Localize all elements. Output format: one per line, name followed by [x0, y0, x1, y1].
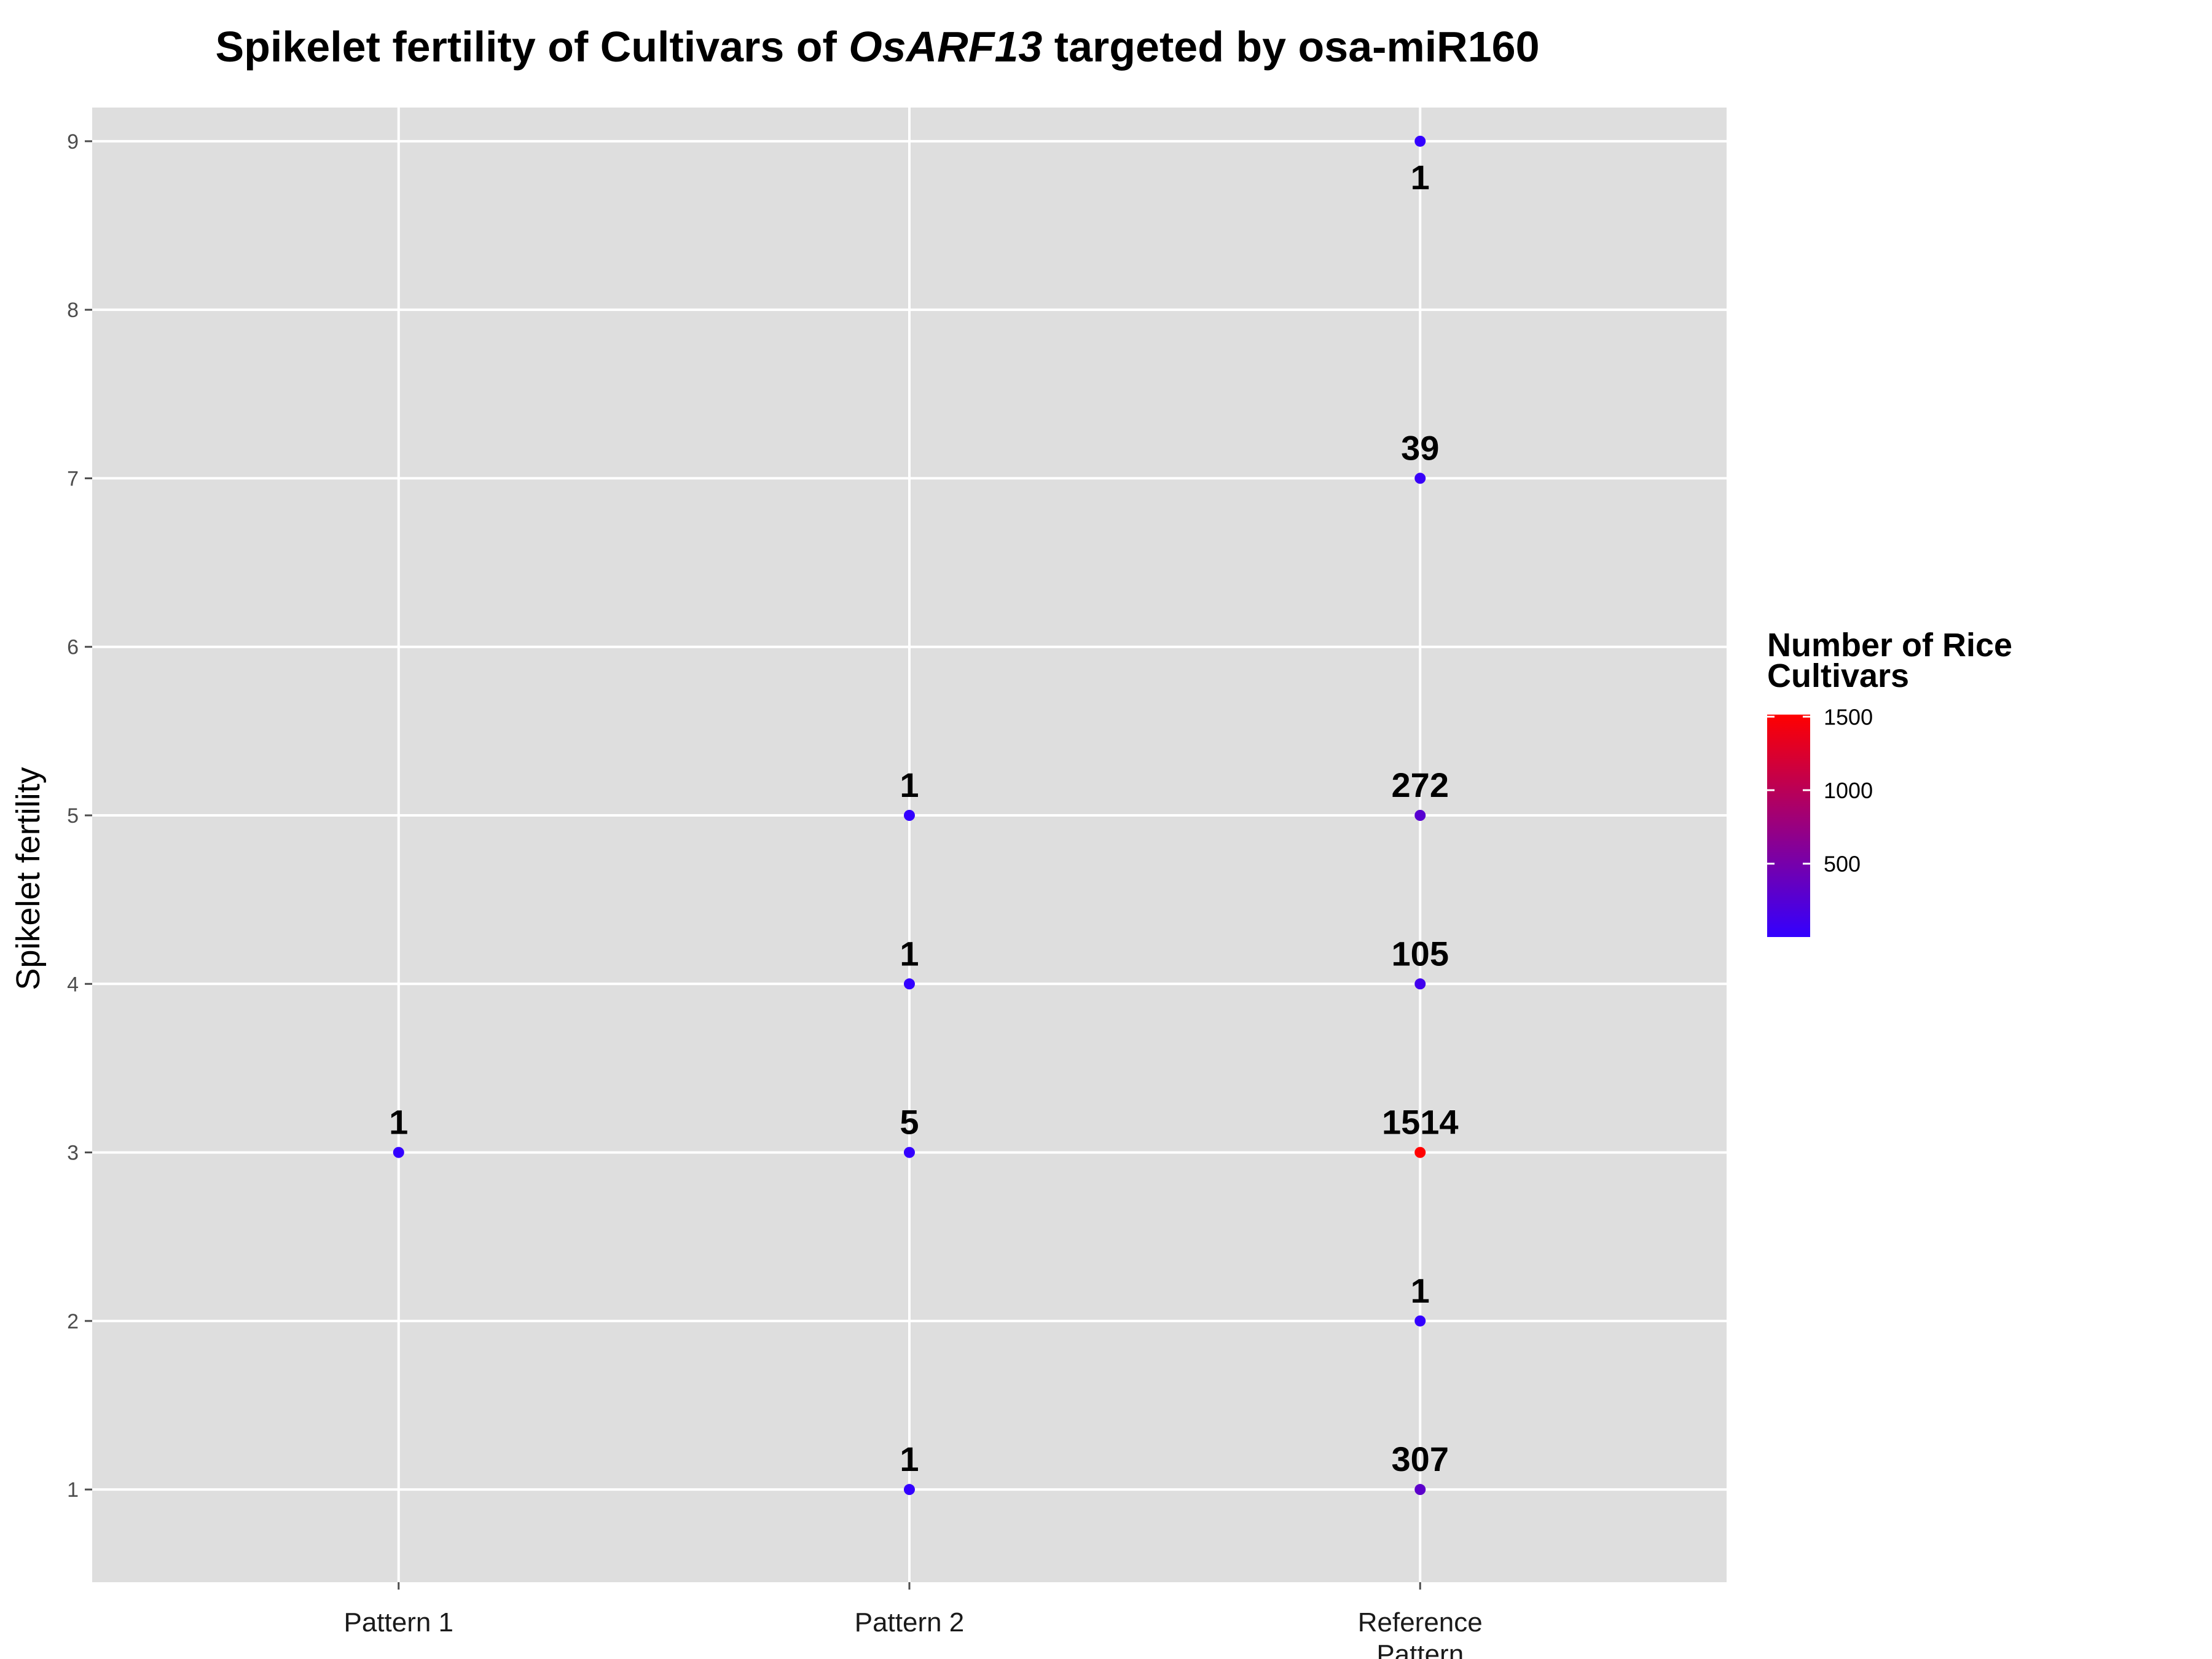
- x-tick-label-line: Reference: [1358, 1607, 1483, 1637]
- data-label: 1: [900, 934, 919, 973]
- y-tick-label: 2: [67, 1310, 79, 1333]
- x-tick-label-line: Pattern 2: [855, 1607, 965, 1637]
- legend-colorbar: [1767, 715, 1810, 937]
- data-label: 1514: [1382, 1103, 1459, 1142]
- data-point: [1414, 1484, 1426, 1496]
- data-point: [1414, 135, 1426, 147]
- y-axis-label: Spikelet fertility: [10, 767, 47, 990]
- data-point: [1414, 978, 1426, 990]
- data-points: [393, 135, 1426, 1496]
- y-tick-label: 4: [67, 973, 79, 996]
- x-tick-label-line: Pattern 1: [343, 1607, 453, 1637]
- data-point: [904, 1147, 915, 1158]
- y-tick-label: 8: [67, 299, 79, 322]
- data-label: 1: [900, 766, 919, 804]
- data-point: [1414, 1315, 1426, 1327]
- x-tick-label: Pattern 1: [343, 1607, 453, 1637]
- data-label: 1: [900, 1440, 919, 1478]
- legend-tick-label: 1000: [1824, 778, 1873, 803]
- data-point: [904, 1484, 915, 1496]
- data-label: 1: [389, 1103, 408, 1142]
- data-label: 1: [1411, 1271, 1430, 1310]
- legend-tick-label: 1500: [1824, 704, 1873, 729]
- data-point: [393, 1147, 404, 1158]
- data-point: [904, 810, 915, 821]
- y-tick-label: 3: [67, 1142, 79, 1165]
- chart-title: Spikelet fertility of Cultivars of OsARF…: [215, 23, 1539, 71]
- x-tick-label-line: Pattern: [1376, 1639, 1464, 1659]
- data-label: 1: [1411, 158, 1430, 197]
- legend-title-line-1: Number of Rice: [1767, 627, 2012, 664]
- data-label: 105: [1392, 934, 1449, 973]
- data-point: [1414, 810, 1426, 821]
- legend-tick-label: 500: [1824, 852, 1861, 877]
- data-labels: 1 1 5 1 1 307 1 1514 105 272 39 1: [389, 158, 1458, 1478]
- legend-title: Number of Rice Cultivars: [1767, 627, 2012, 694]
- y-tick-label: 7: [67, 467, 79, 490]
- y-tick-label: 9: [67, 130, 79, 154]
- data-label: 39: [1401, 428, 1439, 467]
- color-legend: Number of Rice Cultivars 500 1000 1500: [1767, 627, 2012, 937]
- data-point: [1414, 1147, 1426, 1158]
- x-tick-label: Pattern 2: [855, 1607, 965, 1637]
- data-label: 307: [1392, 1440, 1449, 1478]
- y-tick-label: 5: [67, 804, 79, 828]
- legend-ticks: 500 1000 1500: [1767, 704, 1873, 877]
- legend-title-line-2: Cultivars: [1767, 657, 1909, 694]
- data-point: [904, 978, 915, 990]
- y-tick-label: 6: [67, 636, 79, 659]
- data-point: [1414, 473, 1426, 484]
- y-tick-label: 1: [67, 1478, 79, 1502]
- data-label: 272: [1392, 766, 1449, 804]
- x-tick-label: Reference Pattern: [1358, 1607, 1483, 1659]
- data-label: 5: [900, 1103, 919, 1142]
